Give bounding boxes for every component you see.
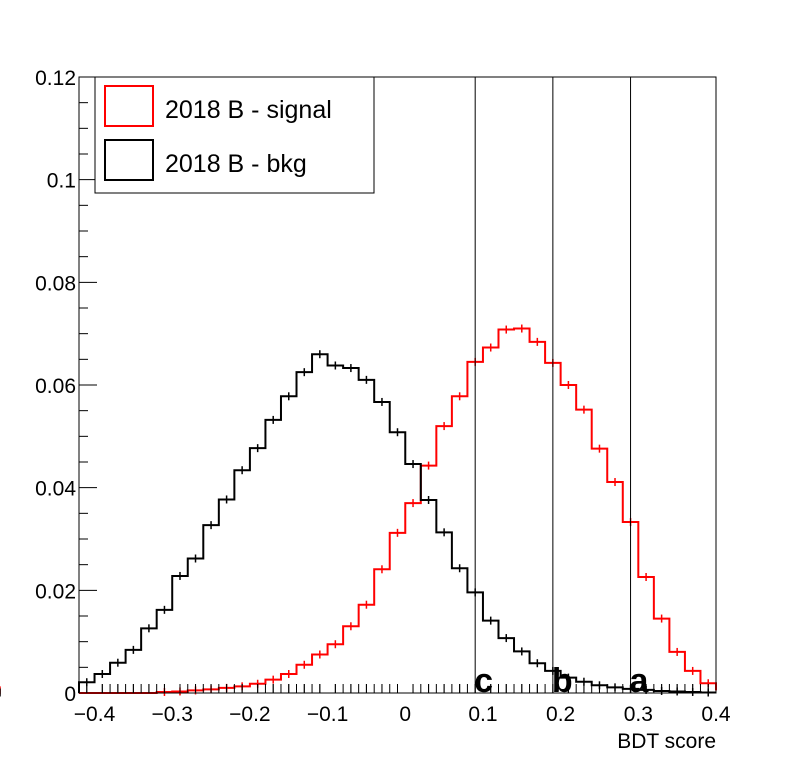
y-tick-label: 0.12	[35, 67, 76, 90]
series-1-step-line	[78, 353, 716, 694]
x-axis: −0.4 −0.3 −0.2 −0.1 0 0.1 0.2 0.3 0.4	[74, 684, 731, 726]
x-axis-label: BDT score	[617, 730, 716, 753]
x-tick-label: −0.2	[229, 703, 270, 726]
cut-label-a: a	[630, 662, 650, 700]
cut-label-c: c	[474, 662, 493, 700]
legend-box	[94, 76, 375, 194]
y-tick-label: 0.08	[35, 272, 76, 295]
legend: 2018 B - signal 2018 B - bkg	[94, 76, 375, 194]
x-tick-label: 0	[399, 703, 411, 726]
y-tick-label: 0.02	[35, 580, 76, 603]
y-tick-label: 0.04	[35, 478, 76, 501]
y-tick-label: 0	[64, 683, 76, 706]
legend-swatch-signal	[104, 85, 154, 127]
x-tick-label: −0.1	[307, 703, 348, 726]
x-tick-label: 0.4	[701, 703, 731, 726]
series-0-step-line	[79, 327, 717, 694]
x-tick-label: 0.2	[546, 703, 575, 726]
x-tick-label: −0.3	[151, 703, 192, 726]
legend-label-bkg: 2018 B - bkg	[165, 150, 307, 178]
y-axis: 0 0.02 0.04 0.06 0.08 0.1 0.12	[35, 67, 97, 706]
y-tick-label: 0.06	[35, 375, 76, 398]
x-tick-label: −0.4	[74, 703, 116, 726]
y-tick-label: 0.1	[47, 170, 76, 193]
x-tick-label: 0.1	[468, 703, 497, 726]
legend-label-signal: 2018 B - signal	[165, 96, 332, 124]
x-tick-label: 0.3	[624, 703, 653, 726]
cut-label-b: b	[552, 662, 573, 700]
histogram-layer	[0, 324, 717, 697]
legend-swatch-bkg	[104, 139, 154, 181]
